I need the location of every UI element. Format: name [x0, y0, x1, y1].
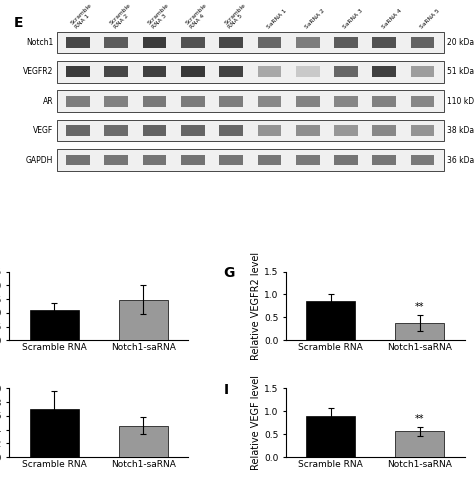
Bar — [66, 125, 90, 136]
Bar — [29, 310, 79, 340]
Bar — [66, 67, 90, 77]
Bar — [373, 96, 396, 107]
Text: 38 kDa: 38 kDa — [447, 126, 474, 135]
Text: SaRNA 1: SaRNA 1 — [266, 8, 287, 30]
Bar — [66, 37, 90, 48]
Text: AR: AR — [43, 97, 53, 106]
Text: I: I — [224, 383, 229, 397]
Text: VEGFR2: VEGFR2 — [23, 67, 53, 77]
Bar — [143, 96, 166, 107]
Text: **: ** — [415, 414, 425, 424]
Text: SaRNA 2: SaRNA 2 — [304, 8, 326, 30]
Bar — [306, 416, 355, 457]
Bar — [411, 67, 435, 77]
Text: VEGF: VEGF — [33, 126, 53, 135]
Bar — [296, 125, 319, 136]
Bar — [104, 125, 128, 136]
Text: Scramble
RNA 2: Scramble RNA 2 — [109, 2, 136, 30]
Bar — [411, 125, 435, 136]
Bar — [29, 409, 79, 457]
Bar — [373, 37, 396, 48]
Bar — [143, 125, 166, 136]
Bar — [373, 67, 396, 77]
Bar — [395, 323, 445, 340]
Bar — [181, 155, 205, 166]
Bar — [119, 425, 168, 457]
Bar — [57, 32, 444, 53]
Text: 51 kDa: 51 kDa — [447, 67, 474, 77]
Text: 110 kDa: 110 kDa — [447, 97, 474, 106]
Y-axis label: Relative VEGF level: Relative VEGF level — [251, 375, 261, 470]
Text: Scramble
RNA 1: Scramble RNA 1 — [70, 2, 98, 30]
Bar — [104, 155, 128, 166]
Text: E: E — [14, 16, 24, 30]
Text: **: ** — [415, 302, 425, 312]
Text: 20 kDa: 20 kDa — [447, 38, 474, 47]
Bar — [411, 155, 435, 166]
Bar — [334, 96, 358, 107]
Bar — [411, 37, 435, 48]
Bar — [306, 301, 355, 340]
Bar — [143, 37, 166, 48]
Bar — [181, 67, 205, 77]
Bar — [334, 37, 358, 48]
Bar — [66, 96, 90, 107]
Bar — [257, 96, 281, 107]
Bar — [296, 67, 319, 77]
Bar — [104, 96, 128, 107]
Bar — [219, 67, 243, 77]
Bar — [296, 96, 319, 107]
Text: Scramble
RNA 4: Scramble RNA 4 — [185, 2, 212, 30]
Bar — [395, 431, 445, 457]
Bar — [104, 37, 128, 48]
Bar — [373, 155, 396, 166]
Bar — [373, 125, 396, 136]
Bar — [296, 155, 319, 166]
Bar — [181, 96, 205, 107]
Text: G: G — [224, 266, 235, 280]
Bar — [411, 96, 435, 107]
Bar — [257, 67, 281, 77]
Text: GAPDH: GAPDH — [26, 156, 53, 165]
Text: SaRNA 4: SaRNA 4 — [381, 8, 402, 30]
Bar — [219, 155, 243, 166]
Text: SaRNA 3: SaRNA 3 — [343, 8, 364, 30]
Text: SaRNA 5: SaRNA 5 — [419, 8, 441, 30]
Bar — [219, 37, 243, 48]
Bar — [57, 120, 444, 142]
Bar — [57, 61, 444, 83]
Bar — [57, 90, 444, 112]
Bar — [119, 300, 168, 340]
Bar — [257, 125, 281, 136]
Text: Scramble
RNA 3: Scramble RNA 3 — [147, 2, 174, 30]
Bar — [257, 37, 281, 48]
Bar — [334, 67, 358, 77]
Bar — [104, 67, 128, 77]
Bar — [219, 125, 243, 136]
Text: Notch1: Notch1 — [26, 38, 53, 47]
Text: 36 kDa: 36 kDa — [447, 156, 474, 165]
Text: Scramble
RNA 5: Scramble RNA 5 — [223, 2, 251, 30]
Bar — [257, 155, 281, 166]
Bar — [143, 155, 166, 166]
Bar — [66, 155, 90, 166]
Bar — [334, 155, 358, 166]
Bar — [181, 125, 205, 136]
Bar — [181, 37, 205, 48]
Bar — [219, 96, 243, 107]
Bar — [334, 125, 358, 136]
Y-axis label: Relative VEGFR2 level: Relative VEGFR2 level — [251, 252, 261, 360]
Bar — [57, 149, 444, 171]
Bar — [296, 37, 319, 48]
Bar — [143, 67, 166, 77]
